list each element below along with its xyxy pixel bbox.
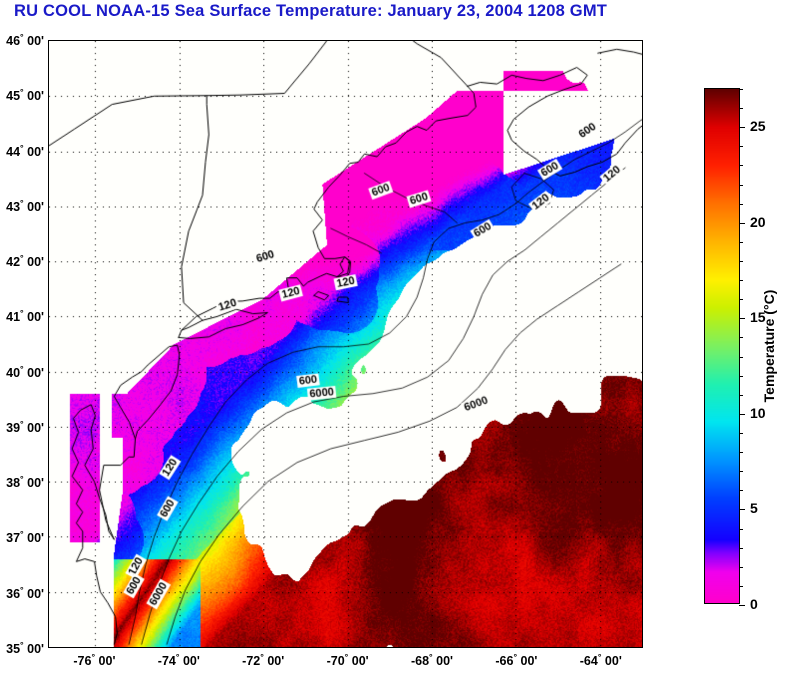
lat-tick-label: 42° 00': [6, 253, 44, 270]
latitude-axis: 46° 00' 45° 00' 44° 00' 43° 00' 42° 00' 41° 0…: [0, 32, 44, 656]
colorbar-major-tick: [739, 509, 745, 511]
lon-tick-label: -68° 00': [410, 652, 454, 669]
lat-tick-label: 38° 00': [6, 474, 44, 491]
colorbar-tick-label: 25: [750, 118, 766, 135]
lat-tick-label: 41° 00': [6, 308, 44, 325]
colorbar-minor-tick: [739, 433, 743, 434]
lon-tick-label: -70° 00': [326, 652, 369, 669]
colorbar-gradient: [705, 89, 739, 603]
colorbar-minor-tick: [739, 261, 743, 262]
colorbar-minor-tick: [739, 375, 743, 377]
lat-tick-label: 46° 00': [6, 32, 44, 49]
colorbar-major-tick: [739, 605, 745, 606]
lat-tick-label: 45° 00': [6, 87, 44, 104]
longitude-axis: -76° 00' -74° 00' -72° 00' -70° 00' -68° 00'…: [48, 650, 643, 674]
colorbar-minor-tick: [739, 89, 743, 90]
page-title: RU COOL NOAA-15 Sea Surface Temperature:…: [14, 2, 608, 20]
colorbar-tick-label: 0: [750, 596, 758, 612]
colorbar-major-tick: [739, 127, 745, 129]
colorbar-title: Temperature (°C): [761, 289, 777, 403]
colorbar-minor-tick: [739, 203, 743, 205]
lon-tick-label: -66° 00': [495, 652, 538, 669]
colorbar-minor-tick: [739, 394, 743, 396]
sst-map-plot[interactable]: [48, 40, 643, 648]
colorbar-tick-label: 20: [750, 213, 766, 230]
colorbar-minor-tick: [739, 547, 743, 549]
colorbar-minor-tick: [739, 184, 743, 186]
colorbar-minor-tick: [739, 108, 743, 110]
temperature-colorbar[interactable]: [704, 88, 745, 606]
lon-tick-label: -74° 00': [157, 652, 200, 669]
colorbar-minor-tick: [739, 356, 743, 358]
colorbar-minor-tick: [739, 528, 743, 530]
colorbar-minor-tick: [739, 146, 743, 148]
colorbar-minor-tick: [739, 471, 743, 473]
lat-tick-label: 44° 00': [6, 142, 44, 159]
coastline-and-grid-layer: [49, 41, 642, 647]
colorbar-minor-tick: [739, 165, 743, 167]
colorbar-minor-tick: [739, 585, 743, 587]
colorbar-minor-tick: [739, 490, 743, 492]
colorbar-major-tick: [739, 413, 745, 415]
colorbar-tick-label: 10: [750, 404, 766, 421]
colorbar-minor-tick: [739, 452, 743, 454]
lat-tick-label: 40° 00': [6, 363, 44, 380]
lat-tick-label: 39° 00': [6, 418, 44, 436]
colorbar-tick-label: 15: [750, 309, 766, 326]
colorbar-minor-tick: [739, 299, 743, 301]
lat-tick-label: 36° 00': [6, 584, 44, 601]
lat-tick-label: 35° 00': [6, 640, 44, 657]
lon-tick-label: -72° 00': [242, 652, 285, 669]
colorbar-minor-tick: [739, 241, 743, 243]
colorbar-major-tick: [739, 222, 745, 224]
lat-tick-label: 37° 00': [6, 529, 44, 546]
lon-tick-label: -64° 00': [579, 652, 622, 669]
colorbar-tick-label: 5: [750, 500, 758, 517]
colorbar-major-tick: [739, 318, 745, 320]
colorbar-minor-tick: [739, 337, 743, 339]
lon-tick-label: -76° 00': [73, 652, 116, 669]
lat-tick-label: 43° 00': [6, 197, 44, 214]
colorbar-minor-tick: [739, 566, 743, 568]
colorbar-minor-tick: [739, 280, 743, 282]
